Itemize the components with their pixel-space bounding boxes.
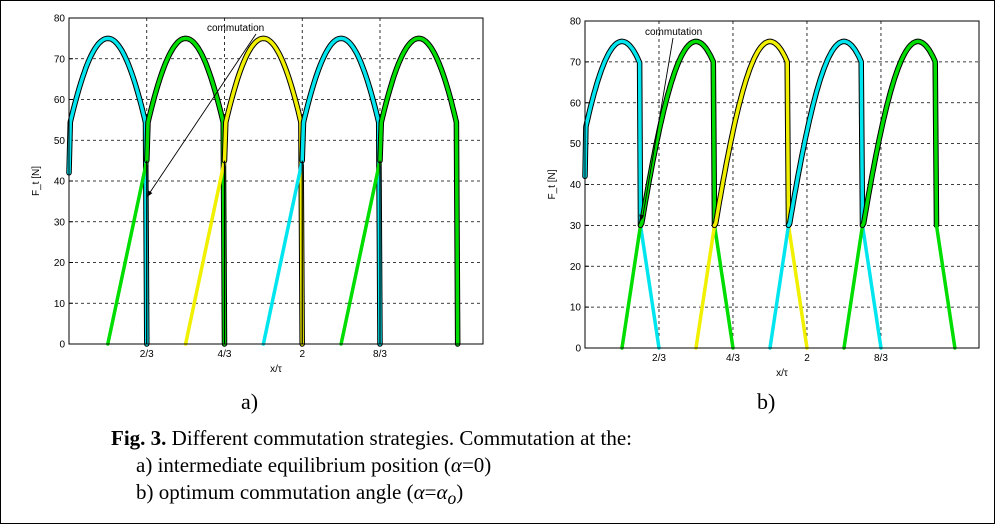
series-line-cyan <box>300 36 382 346</box>
series-line-green <box>145 36 227 346</box>
annotation-arrow-head <box>146 190 153 198</box>
series-line-green <box>712 223 735 350</box>
y-tick-label: 0 <box>575 344 581 355</box>
y-tick-label: 20 <box>54 258 66 269</box>
plot-frame <box>68 17 484 345</box>
series-line-cyan <box>583 39 643 228</box>
y-tick-label: 10 <box>54 299 66 310</box>
series-line-yellow <box>694 223 717 350</box>
x-tick-label: 4/3 <box>726 353 740 364</box>
series-line-yellow <box>222 36 304 346</box>
annotation-arrow-line <box>642 37 674 219</box>
series-line-green <box>842 223 865 350</box>
series-line-yellow <box>183 158 227 346</box>
annotation-arrow-head <box>639 214 645 222</box>
y-tick-label: 0 <box>59 340 65 351</box>
subfigure-label-b: b) <box>757 389 776 414</box>
y-axis-label: F_t [N] <box>547 169 558 199</box>
y-tick-label: 50 <box>570 139 582 150</box>
y-tick-label: 60 <box>54 95 66 106</box>
series-line-green <box>339 158 382 346</box>
y-tick-label: 80 <box>570 17 582 28</box>
series-line-green <box>934 223 957 350</box>
y-tick-label: 70 <box>54 54 66 65</box>
annotation-label: commutation <box>207 23 264 34</box>
series-line-green <box>106 158 149 346</box>
x-tick-label: 8/3 <box>373 349 387 360</box>
series-line-cyan <box>67 36 149 346</box>
plot-area <box>585 21 979 348</box>
series-line-green <box>638 39 717 228</box>
y-tick-label: 10 <box>570 303 582 314</box>
series-line-cyan <box>638 223 661 350</box>
y-tick-label: 40 <box>570 180 582 191</box>
series-line-cyan <box>860 223 883 350</box>
series-line-cyan <box>261 158 304 346</box>
x-tick-label: 2/3 <box>140 349 154 360</box>
y-axis-label: F_t [N] <box>31 166 42 196</box>
x-tick-label: 2 <box>299 349 305 360</box>
series-line-yellow <box>786 223 809 350</box>
x-tick-label: 2/3 <box>652 353 666 364</box>
y-tick-label: 60 <box>570 98 582 109</box>
series-line-green <box>860 39 939 228</box>
series-line-cyan <box>768 223 791 350</box>
y-tick-label: 20 <box>570 262 582 273</box>
annotation-label: commutation <box>645 27 702 38</box>
x-tick-label: 8/3 <box>874 353 888 364</box>
plot-frame <box>584 20 980 349</box>
y-tick-label: 30 <box>570 221 582 232</box>
y-tick-label: 80 <box>54 14 66 25</box>
series-line-green <box>378 36 460 346</box>
caption-main: Different commutation strategies. Commut… <box>166 426 633 450</box>
y-tick-label: 40 <box>54 177 66 188</box>
y-tick-label: 70 <box>570 57 582 68</box>
figure-number: Fig. 3. <box>111 426 167 450</box>
chart-panel-a: 0 10 20 30 40 50 60 70 80 2/3 4/3 2 8/3 commutation x/… <box>31 14 484 375</box>
series-line-yellow <box>712 39 791 228</box>
y-tick-label: 30 <box>54 217 66 228</box>
caption-item-b: b) optimum commutation angle (α=αo) <box>136 480 464 509</box>
annotation-arrow-line <box>148 33 257 195</box>
subfigure-label-a: a) <box>241 389 259 414</box>
series-line-cyan <box>786 39 865 228</box>
x-tick-label: 2 <box>804 353 810 364</box>
chart-panel-b: 0 10 20 30 40 50 60 70 80 2/3 4/3 2 8/3 commutation x/… <box>547 17 980 379</box>
x-axis-label: x/τ <box>776 368 788 379</box>
caption-item-a: a) intermediate equilibrium position (α=… <box>136 453 492 477</box>
x-axis-label: x/τ <box>270 364 282 375</box>
y-tick-label: 50 <box>54 136 66 147</box>
figure-caption: Fig. 3. Different commutation strategies… <box>111 425 632 512</box>
x-tick-label: 4/3 <box>218 349 232 360</box>
series-line-green <box>620 223 643 350</box>
